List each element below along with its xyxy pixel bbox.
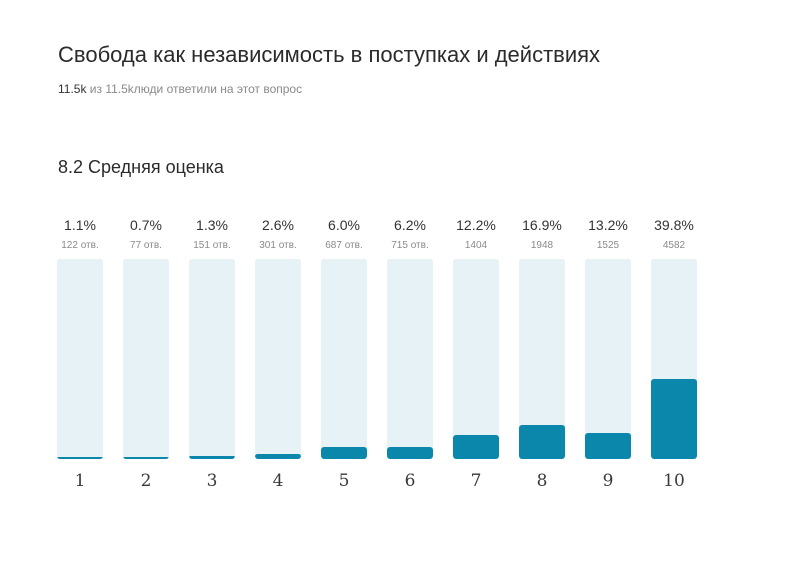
bar-track[interactable] [651,259,697,459]
bar-percent-label: 6.2% [394,217,426,233]
bar[interactable] [189,456,235,459]
bar[interactable] [255,454,301,459]
bar-count-label: 1525 [596,240,620,251]
respondents-count: 11.5k [58,82,87,96]
x-tick-label: 4 [272,471,284,491]
bar-percent-label: 0.7% [130,217,162,233]
x-tick-label: 1 [74,471,86,491]
bar-count-label: 687 отв. [325,240,363,251]
bar[interactable] [123,457,169,459]
bar-count-label: 1948 [530,240,554,251]
bar[interactable] [387,447,433,459]
bar-percent-label: 6.0% [328,217,360,233]
respondents-summary: 11.5k из 11.5kлюди ответили на этот вопр… [58,82,302,96]
bar-count-label: 4582 [662,240,686,251]
bar-count-label: 715 отв. [391,240,429,251]
bar-count-label: 122 отв. [61,240,99,251]
bar-percent-label: 2.6% [262,217,294,233]
bar-percent-label: 16.9% [522,217,562,233]
bar-count-label: 301 отв. [259,240,297,251]
x-tick-label: 8 [536,471,548,491]
bar[interactable] [57,457,103,459]
bar-track[interactable] [255,259,301,459]
bar-track[interactable] [321,259,367,459]
bar-percent-label: 13.2% [588,217,628,233]
bar-track[interactable] [189,259,235,459]
average-rating: 8.2 Средняя оценка [58,157,224,177]
bar-track[interactable] [585,259,631,459]
bar[interactable] [585,433,631,459]
bar[interactable] [453,435,499,459]
x-tick-label: 9 [602,471,614,491]
bar-track[interactable] [57,259,103,459]
bar-percent-label: 1.3% [196,217,228,233]
bar-track[interactable] [387,259,433,459]
x-tick-label: 7 [470,471,482,491]
bar-percent-label: 12.2% [456,217,496,233]
bar-track[interactable] [453,259,499,459]
bar-count-label: 151 отв. [193,240,231,251]
x-tick-label: 6 [404,471,416,491]
bar[interactable] [519,425,565,459]
bar-count-label: 1404 [464,240,488,251]
bar[interactable] [651,379,697,459]
bar-track[interactable] [123,259,169,459]
bar-percent-label: 39.8% [654,217,694,233]
bar-percent-label: 1.1% [64,217,96,233]
survey-question-title: Свобода как независимость в поступках и … [58,42,601,67]
x-tick-label: 3 [206,471,218,491]
bar-count-label: 77 отв. [130,240,162,251]
respondents-text: из 11.5kлюди ответили на этот вопрос [86,82,303,96]
bar[interactable] [321,447,367,459]
x-tick-label: 10 [663,471,685,491]
x-tick-label: 2 [140,471,152,491]
x-tick-label: 5 [338,471,350,491]
bar-track[interactable] [519,259,565,459]
